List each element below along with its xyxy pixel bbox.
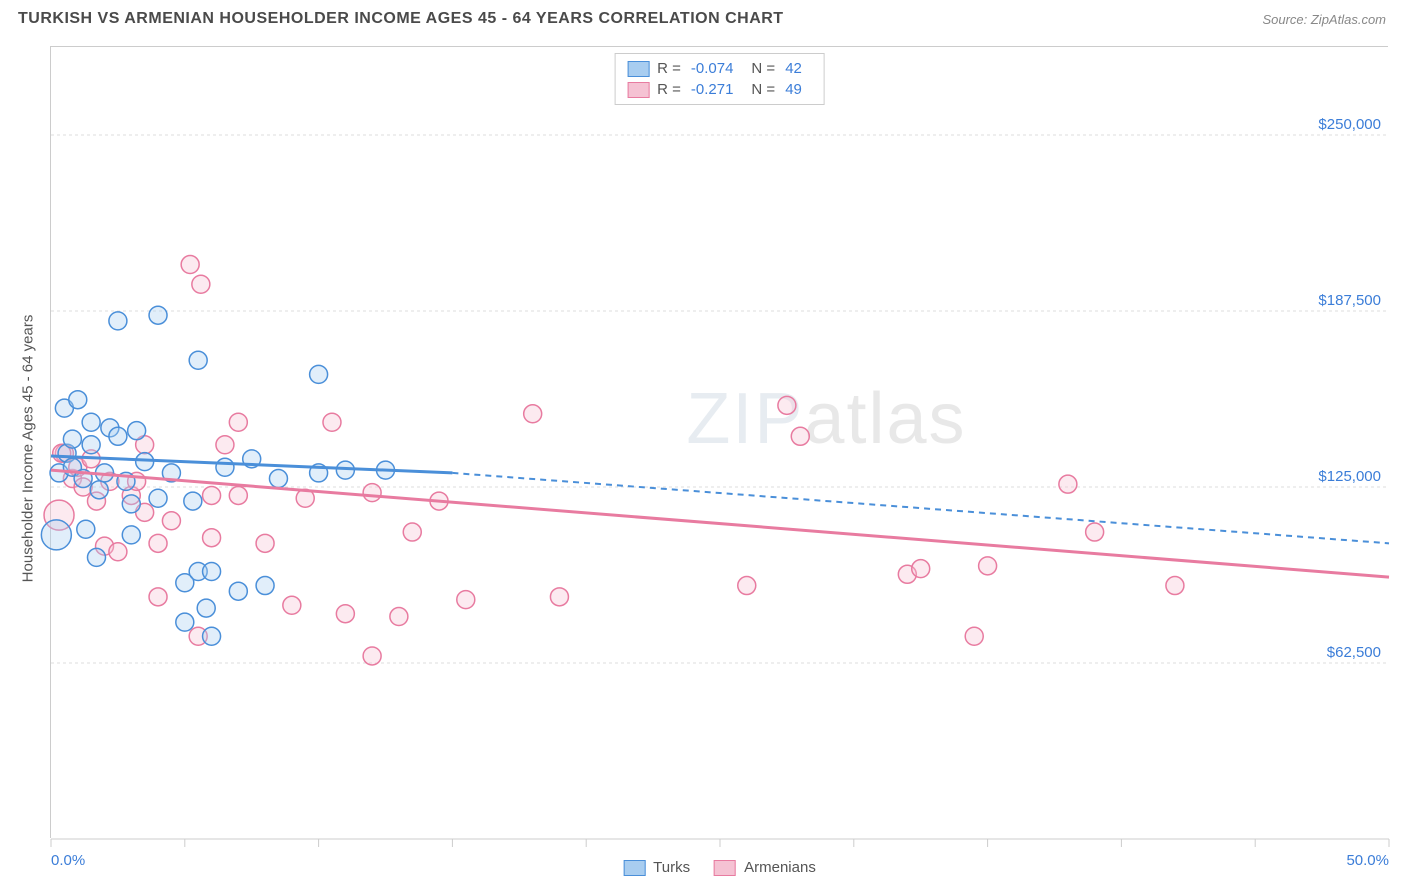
data-point bbox=[550, 588, 568, 606]
chart-plot-area: ZIPatlas R =-0.074 N =42 R =-0.271 N =49… bbox=[50, 46, 1388, 838]
data-point bbox=[189, 351, 207, 369]
data-point bbox=[738, 577, 756, 595]
data-point bbox=[176, 613, 194, 631]
data-point bbox=[82, 413, 100, 431]
data-point bbox=[216, 458, 234, 476]
y-axis-title: Householder Income Ages 45 - 64 years bbox=[20, 315, 37, 583]
data-point bbox=[1059, 475, 1077, 493]
data-point bbox=[69, 391, 87, 409]
data-point bbox=[1166, 577, 1184, 595]
data-point bbox=[197, 599, 215, 617]
data-point bbox=[87, 548, 105, 566]
data-point bbox=[181, 256, 199, 274]
x-tick-label: 50.0% bbox=[1346, 852, 1389, 869]
data-point bbox=[149, 489, 167, 507]
y-tick-label: $125,000 bbox=[1318, 468, 1381, 485]
data-point bbox=[363, 647, 381, 665]
data-point bbox=[162, 512, 180, 530]
data-point bbox=[203, 562, 221, 580]
data-point bbox=[77, 520, 95, 538]
data-point bbox=[778, 396, 796, 414]
data-point bbox=[184, 492, 202, 510]
data-point bbox=[203, 529, 221, 547]
data-point bbox=[122, 495, 140, 513]
legend-item: Turks bbox=[623, 859, 690, 876]
scatter-svg: $62,500$125,000$187,500$250,0000.0%50.0% bbox=[51, 47, 1388, 838]
data-point bbox=[41, 520, 71, 550]
source-label: Source: ZipAtlas.com bbox=[1262, 12, 1386, 27]
data-point bbox=[109, 312, 127, 330]
data-point bbox=[229, 413, 247, 431]
trend-line-dash bbox=[452, 473, 1389, 543]
data-point bbox=[390, 608, 408, 626]
data-point bbox=[283, 596, 301, 614]
data-point bbox=[323, 413, 341, 431]
legend-label: Turks bbox=[653, 859, 690, 876]
chart-title: TURKISH VS ARMENIAN HOUSEHOLDER INCOME A… bbox=[18, 10, 784, 28]
data-point bbox=[965, 627, 983, 645]
data-point bbox=[149, 588, 167, 606]
data-point bbox=[979, 557, 997, 575]
y-tick-label: $250,000 bbox=[1318, 116, 1381, 133]
legend-swatch bbox=[623, 860, 645, 876]
legend-swatch bbox=[714, 860, 736, 876]
data-point bbox=[63, 430, 81, 448]
data-point bbox=[128, 422, 146, 440]
data-point bbox=[363, 484, 381, 502]
data-point bbox=[457, 591, 475, 609]
data-point bbox=[524, 405, 542, 423]
data-point bbox=[90, 481, 108, 499]
data-point bbox=[269, 470, 287, 488]
legend-item: Armenians bbox=[714, 859, 816, 876]
data-point bbox=[203, 486, 221, 504]
data-point bbox=[256, 534, 274, 552]
data-point bbox=[109, 427, 127, 445]
data-point bbox=[791, 427, 809, 445]
bottom-legend: Turks Armenians bbox=[623, 859, 816, 876]
data-point bbox=[310, 365, 328, 383]
data-point bbox=[229, 486, 247, 504]
data-point bbox=[109, 543, 127, 561]
trend-line bbox=[51, 470, 1389, 577]
data-point bbox=[229, 582, 247, 600]
data-point bbox=[216, 436, 234, 454]
data-point bbox=[82, 436, 100, 454]
data-point bbox=[336, 605, 354, 623]
data-point bbox=[149, 306, 167, 324]
data-point bbox=[203, 627, 221, 645]
y-tick-label: $187,500 bbox=[1318, 292, 1381, 309]
data-point bbox=[912, 560, 930, 578]
data-point bbox=[149, 534, 167, 552]
data-point bbox=[1086, 523, 1104, 541]
data-point bbox=[256, 577, 274, 595]
data-point bbox=[403, 523, 421, 541]
legend-label: Armenians bbox=[744, 859, 816, 876]
y-tick-label: $62,500 bbox=[1327, 644, 1381, 661]
data-point bbox=[122, 526, 140, 544]
x-tick-label: 0.0% bbox=[51, 852, 85, 869]
data-point bbox=[192, 275, 210, 293]
